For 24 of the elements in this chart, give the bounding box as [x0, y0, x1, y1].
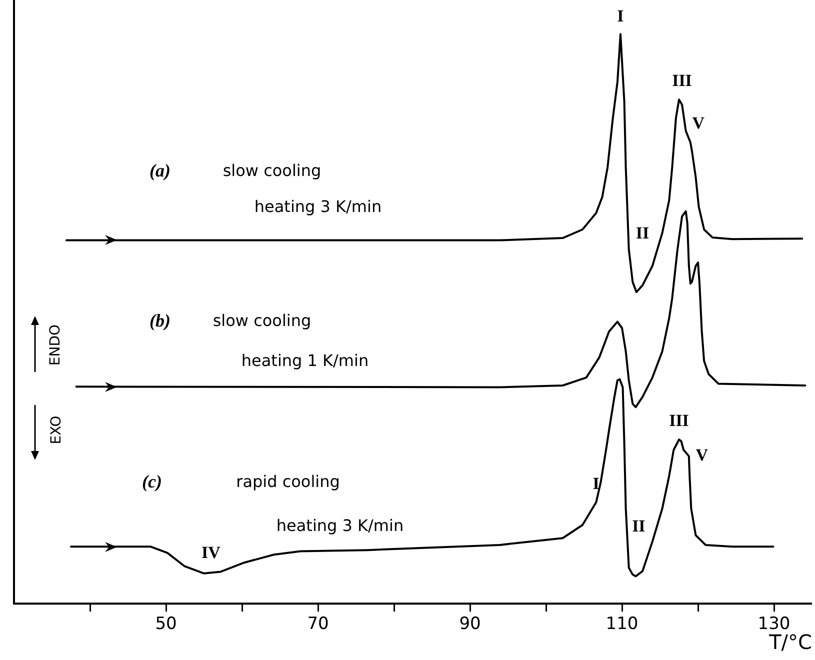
annotation: rapid cooling: [236, 472, 340, 492]
annotation: III: [672, 71, 692, 90]
annotation: ENDO: [48, 324, 64, 366]
annotation: (a): [150, 160, 170, 181]
annotation: (c): [142, 472, 162, 492]
annotation: slow cooling: [212, 311, 312, 330]
annotation: slow cooling: [222, 161, 322, 180]
annotation: heating 3 K/min: [254, 197, 382, 216]
x-tick-label: 50: [155, 614, 177, 634]
annotation: (b): [150, 310, 170, 331]
annotation: I: [617, 6, 624, 26]
annotation: II: [632, 516, 646, 536]
annotation: heating 3 K/min: [276, 516, 404, 536]
annotation: V: [696, 446, 709, 465]
annotation: II: [636, 224, 650, 243]
annotation: III: [669, 410, 690, 430]
x-tick-label: 90: [459, 614, 481, 634]
annotation: EXO: [48, 416, 65, 444]
annotation: V: [692, 114, 706, 133]
annotation: I: [592, 474, 600, 494]
annotation: IV: [202, 542, 222, 562]
annotation: heating 1 K/min: [241, 351, 369, 370]
x-tick-label: 70: [307, 614, 329, 634]
x-tick-label: 110: [606, 614, 638, 634]
